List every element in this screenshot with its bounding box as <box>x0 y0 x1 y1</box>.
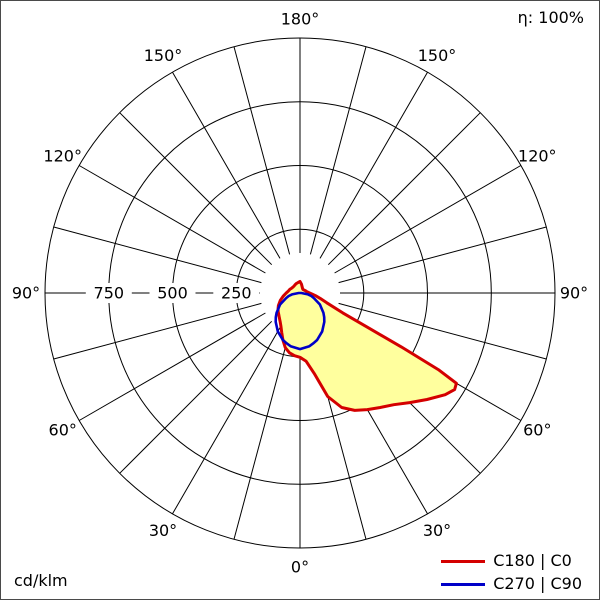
angle-label: 150° <box>418 46 457 65</box>
angle-label: 120° <box>43 147 82 166</box>
legend-label-c180-c0: C180 | C0 <box>493 551 572 570</box>
grid-radial-line <box>53 302 262 360</box>
grid-radial-line <box>233 331 291 540</box>
radial-tick-label: 250 <box>221 284 252 303</box>
radial-tick-label: 750 <box>94 284 125 303</box>
grid-radial-line <box>334 165 522 274</box>
angle-label: 60° <box>49 421 77 440</box>
tick-label-bg <box>85 283 132 303</box>
grid-radial-line <box>53 226 262 284</box>
grid-radial-line <box>172 71 281 259</box>
grid-radial-line <box>233 46 291 255</box>
legend-line-c180-c0 <box>441 559 486 563</box>
grid-radial-line <box>119 112 273 266</box>
series-c180-c0 <box>276 280 458 412</box>
angle-label: 30° <box>149 521 177 540</box>
angle-label: 90° <box>12 284 40 303</box>
angle-label: 60° <box>523 421 551 440</box>
tick-label-bg <box>213 283 260 303</box>
series-c270-c90 <box>274 291 326 351</box>
angle-label: 150° <box>144 46 183 65</box>
legend-item-c270-c90: C270 | C90 <box>441 576 582 592</box>
angle-label: 180° <box>281 10 320 29</box>
legend-item-c180-c0: C180 | C0 <box>441 553 582 569</box>
grid-radial-line <box>119 320 273 474</box>
radial-tick-label: 500 <box>157 284 188 303</box>
tick-label-bg <box>149 283 196 303</box>
grid-radial-line <box>338 302 547 360</box>
grid-radial-line <box>172 327 281 515</box>
grid-radial-line <box>78 165 266 274</box>
polar-grid <box>44 37 556 549</box>
legend-label-c270-c90: C270 | C90 <box>493 574 582 593</box>
radial-tick-labels: 250 500 750 <box>85 283 260 303</box>
angle-label: 90° <box>560 284 588 303</box>
grid-radial-line <box>338 226 547 284</box>
grid-radial-line <box>319 71 428 259</box>
grid-radial-line <box>78 312 266 421</box>
grid-radial-line <box>309 46 367 255</box>
angle-label: 30° <box>423 521 451 540</box>
units-label: cd/klm <box>14 571 68 590</box>
legend: C180 | C0 C270 | C90 <box>441 553 582 592</box>
angle-label: 0° <box>291 558 309 577</box>
angle-label: 120° <box>518 147 557 166</box>
efficiency-label: η: 100% <box>517 8 584 27</box>
legend-line-c270-c90 <box>441 582 486 586</box>
angle-labels: 0° 30° 30° 60° 60° 90° 90° 120° 120° 150° 150° 180° <box>12 10 588 577</box>
grid-radial-line <box>327 112 481 266</box>
